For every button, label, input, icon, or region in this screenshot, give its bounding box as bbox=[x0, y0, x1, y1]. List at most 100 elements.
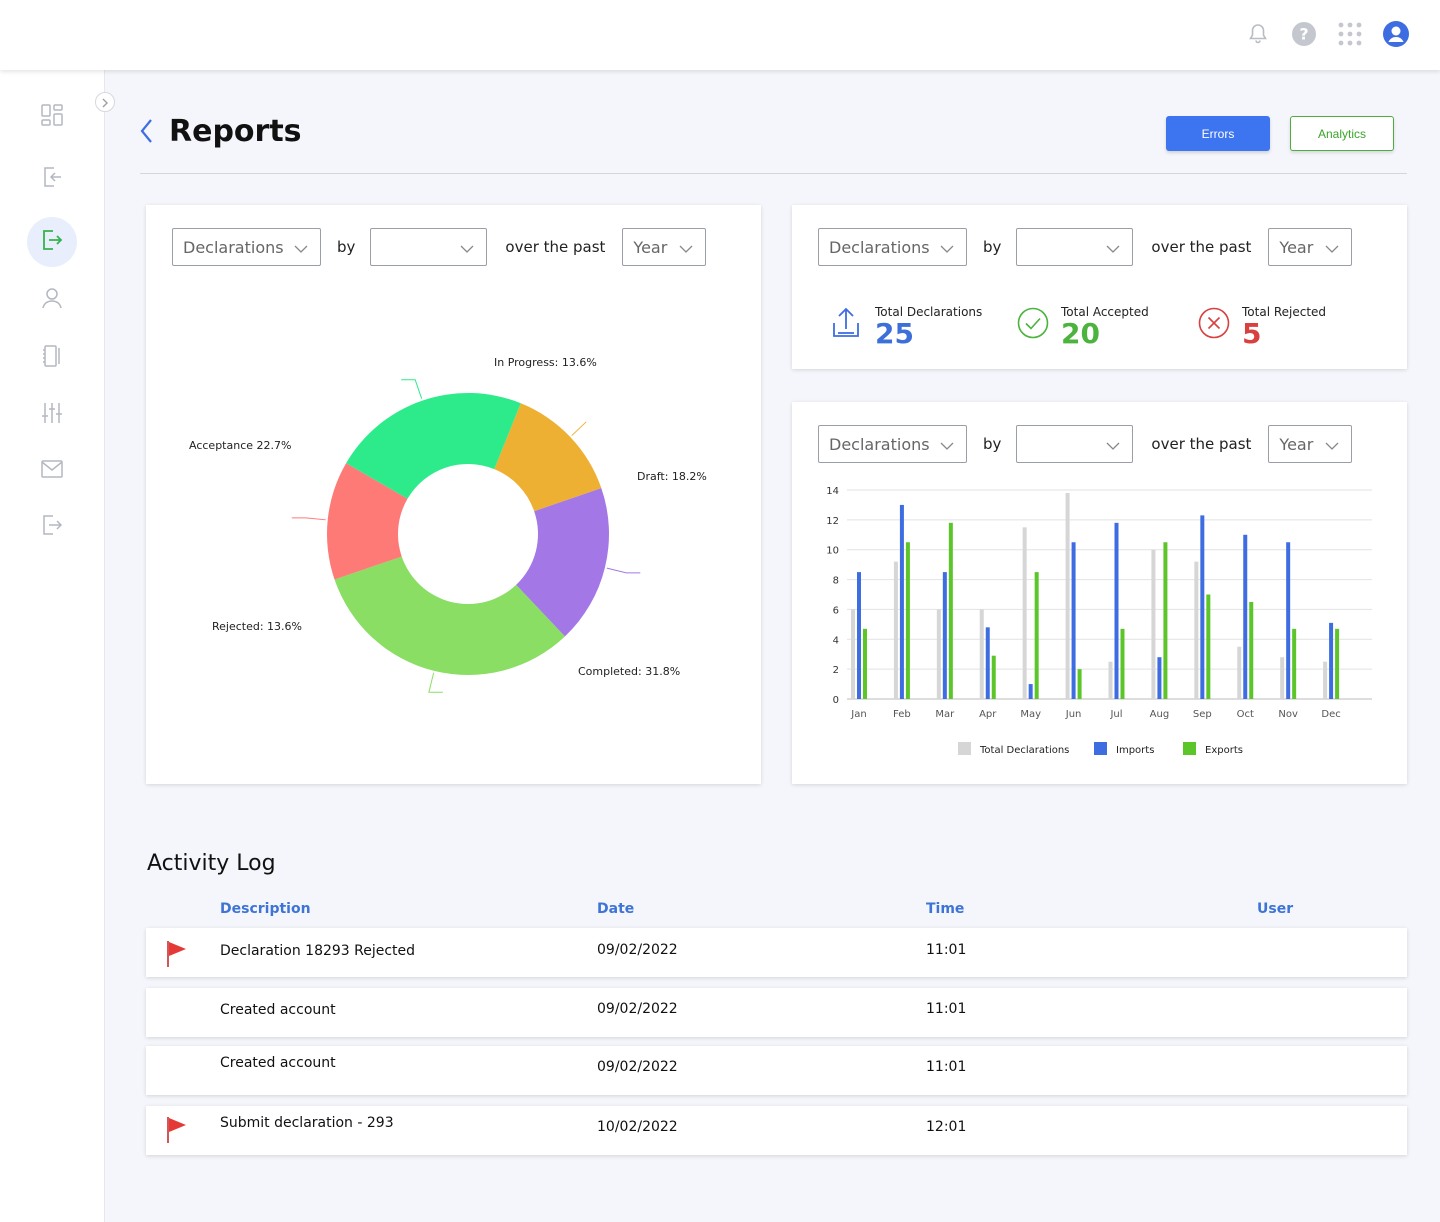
column-header-user[interactable]: User bbox=[1257, 901, 1294, 917]
bar-total-declarations[interactable] bbox=[1323, 661, 1328, 699]
status-chart-card: Declarations by over the past Year In Pr… bbox=[146, 205, 761, 784]
sidebar-item-settings[interactable] bbox=[27, 390, 77, 440]
column-header-date[interactable]: Date bbox=[597, 901, 635, 917]
bar-total-declarations[interactable] bbox=[851, 609, 855, 699]
table-row[interactable]: Created account 09/02/2022 11:01 bbox=[146, 988, 1407, 1037]
x-tick-label: Jan bbox=[850, 709, 866, 720]
bar-imports[interactable] bbox=[1028, 684, 1033, 699]
group-by-select[interactable] bbox=[370, 228, 488, 266]
x-tick-label: Mar bbox=[935, 709, 955, 720]
bar-exports[interactable] bbox=[991, 655, 996, 699]
metric-select[interactable]: Declarations bbox=[818, 228, 967, 266]
legend-swatch bbox=[958, 742, 971, 755]
bar-exports[interactable] bbox=[1335, 628, 1340, 699]
sidebar-item-messages[interactable] bbox=[27, 446, 77, 496]
bar-imports[interactable] bbox=[1243, 534, 1248, 699]
period-select[interactable]: Year bbox=[1268, 425, 1353, 463]
monthly-chart-card: Declarations by over the past Year 0 2 4 6 8… bbox=[792, 402, 1407, 784]
bar-imports[interactable] bbox=[899, 504, 904, 699]
bar-total-declarations[interactable] bbox=[1194, 561, 1199, 699]
column-header-time[interactable]: Time bbox=[926, 901, 965, 917]
bar-total-declarations[interactable] bbox=[979, 609, 984, 699]
column-header-description[interactable]: Description bbox=[220, 901, 311, 917]
sidebar-item-dashboard[interactable] bbox=[27, 92, 77, 142]
row-time: 12:01 bbox=[926, 1119, 967, 1135]
donut-leader-line bbox=[428, 672, 443, 693]
bar-imports[interactable] bbox=[1329, 622, 1334, 699]
bar-total-declarations[interactable] bbox=[1151, 549, 1156, 699]
bar-exports[interactable] bbox=[905, 542, 910, 699]
bar-imports[interactable] bbox=[942, 572, 947, 699]
by-label: by bbox=[983, 435, 1002, 453]
x-tick-label: Oct bbox=[1237, 709, 1254, 720]
group-by-select[interactable] bbox=[1016, 425, 1134, 463]
help-icon[interactable]: ? bbox=[1290, 20, 1318, 48]
back-button[interactable] bbox=[134, 118, 158, 148]
user-icon bbox=[41, 287, 63, 313]
sidebar-item-logout[interactable] bbox=[27, 502, 77, 552]
bar-imports[interactable] bbox=[1157, 657, 1162, 699]
metric-select-value: Declarations bbox=[829, 237, 930, 257]
user-avatar-icon[interactable] bbox=[1382, 20, 1410, 48]
bar-exports[interactable] bbox=[1120, 628, 1125, 699]
bar-total-declarations[interactable] bbox=[1237, 646, 1242, 699]
table-row[interactable]: Created account 09/02/2022 11:01 bbox=[146, 1046, 1407, 1095]
totals-card: Declarations by over the past Year Total… bbox=[792, 205, 1407, 369]
analytics-button[interactable]: Analytics bbox=[1290, 116, 1394, 151]
sliders-icon bbox=[41, 402, 63, 428]
bar-total-declarations[interactable] bbox=[1065, 492, 1070, 699]
donut-leader-line bbox=[571, 421, 587, 436]
bar-exports[interactable] bbox=[1249, 601, 1254, 699]
bar-exports[interactable] bbox=[1292, 628, 1297, 699]
bar-total-declarations[interactable] bbox=[1280, 657, 1285, 699]
sidebar-collapse-button[interactable] bbox=[95, 92, 115, 112]
bar-exports[interactable] bbox=[948, 522, 953, 699]
chevron-down-icon bbox=[1106, 435, 1120, 454]
sidebar-item-export[interactable] bbox=[27, 217, 77, 267]
donut-slice[interactable] bbox=[516, 488, 609, 637]
period-select[interactable]: Year bbox=[622, 228, 707, 266]
upload-icon bbox=[831, 307, 863, 339]
bar-total-declarations[interactable] bbox=[1022, 527, 1027, 699]
period-select[interactable]: Year bbox=[1268, 228, 1353, 266]
sidebar-item-users[interactable] bbox=[27, 275, 77, 325]
table-row[interactable]: Declaration 18293 Rejected 09/02/2022 11… bbox=[146, 928, 1407, 977]
bar-imports[interactable] bbox=[1286, 542, 1291, 699]
bar-imports[interactable] bbox=[857, 572, 861, 699]
bar-total-declarations[interactable] bbox=[1108, 661, 1113, 699]
apps-grid-icon[interactable] bbox=[1336, 20, 1364, 48]
bar-exports[interactable] bbox=[1034, 572, 1039, 699]
metric-select[interactable]: Declarations bbox=[172, 228, 321, 266]
bar-total-declarations[interactable] bbox=[936, 609, 941, 699]
filter-row: Declarations by over the past Year bbox=[818, 228, 1353, 266]
legend-label: Imports bbox=[1116, 745, 1154, 756]
bar-imports[interactable] bbox=[1114, 522, 1119, 699]
donut-slice[interactable] bbox=[494, 403, 602, 512]
stat-value: 25 bbox=[875, 317, 914, 350]
metric-select[interactable]: Declarations bbox=[818, 425, 967, 463]
dashboard-icon bbox=[41, 104, 63, 130]
mail-icon bbox=[41, 460, 63, 482]
bar-exports[interactable] bbox=[1163, 542, 1168, 699]
donut-slice[interactable] bbox=[334, 556, 565, 675]
donut-slice[interactable] bbox=[346, 393, 521, 499]
bell-icon[interactable] bbox=[1244, 20, 1272, 48]
sidebar-item-import[interactable] bbox=[27, 154, 77, 204]
group-by-select[interactable] bbox=[1016, 228, 1134, 266]
row-description: Created account bbox=[220, 1002, 336, 1018]
table-row[interactable]: Submit declaration - 293 10/02/2022 12:0… bbox=[146, 1106, 1407, 1155]
bar-exports[interactable] bbox=[863, 628, 867, 699]
sidebar-item-documents[interactable] bbox=[27, 333, 77, 383]
donut-slice[interactable] bbox=[327, 463, 408, 580]
bar-exports[interactable] bbox=[1077, 669, 1082, 699]
y-tick-label: 14 bbox=[826, 486, 839, 497]
period-select-value: Year bbox=[1279, 237, 1314, 257]
metric-select-value: Declarations bbox=[829, 434, 930, 454]
bar-imports[interactable] bbox=[1200, 515, 1205, 699]
bar-imports[interactable] bbox=[985, 627, 990, 699]
bar-exports[interactable] bbox=[1206, 594, 1211, 700]
bar-total-declarations[interactable] bbox=[893, 561, 898, 699]
bar-imports[interactable] bbox=[1071, 542, 1076, 699]
donut-slice-label: Completed: 31.8% bbox=[578, 665, 680, 678]
errors-button[interactable]: Errors bbox=[1166, 116, 1270, 151]
